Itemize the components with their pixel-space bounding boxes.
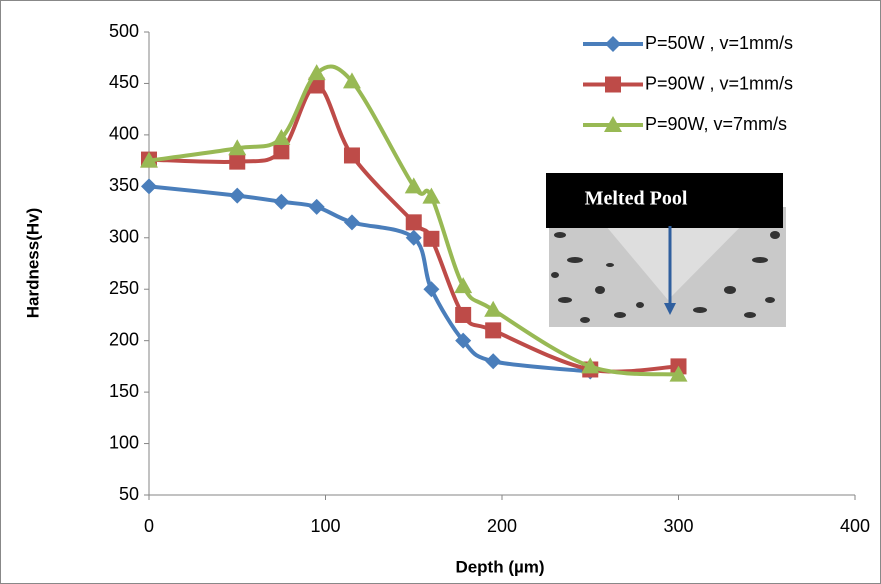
x-tick-label: 400 [840,516,870,536]
legend-label: P=90W, v=7mm/s [645,114,787,134]
marker [454,277,473,294]
legend-label: P=50W , v=1mm/s [645,33,793,53]
annotation: Melted Pool [585,188,688,210]
arrow-head [664,303,676,315]
legend-marker [604,116,622,132]
legend-label: P=90W , v=1mm/s [645,73,793,93]
y-tick-label: 150 [109,381,139,401]
y-tick-label: 400 [109,124,139,144]
marker [423,230,440,247]
y-tick-label: 50 [119,484,139,504]
marker [485,353,502,370]
legend-item: P=90W , v=1mm/s [583,73,793,93]
x-tick-label: 300 [663,516,693,536]
y-tick-label: 450 [109,72,139,92]
legend-marker [605,36,621,52]
marker [308,198,325,215]
marker [273,193,290,210]
legend-item: P=90W, v=7mm/s [583,114,787,134]
legend-item: P=50W , v=1mm/s [583,33,793,53]
x-tick-label: 200 [487,516,517,536]
y-tick-label: 100 [109,432,139,452]
y-tick-label: 250 [109,278,139,298]
pool-region [590,207,760,300]
marker [343,214,360,231]
label-box [546,173,783,228]
x-axis-title: Depth (µm) [455,557,544,576]
marker [273,143,290,160]
marker [404,177,423,194]
series [140,64,688,382]
marker [272,128,291,145]
marker [141,178,157,195]
y-tick-label: 200 [109,329,139,349]
marker [455,332,472,349]
marker [405,214,422,231]
y-tick-label: 350 [109,175,139,195]
marker [229,153,246,170]
inset-image: Melted Pool [546,173,786,327]
y-tick-label: 300 [109,227,139,247]
y-axis-title: Hardness(Hv) [23,208,42,319]
marker [140,151,158,168]
y-tick-label: 500 [109,21,139,41]
marker [229,187,246,204]
marker [455,306,472,323]
x-tick-label: 0 [144,516,154,536]
marker [423,281,440,298]
marker [228,139,247,156]
x-tick-label: 100 [310,516,340,536]
marker [307,64,326,81]
marker [422,187,441,204]
marker [343,147,360,164]
marker [342,72,361,89]
marker [581,357,600,374]
marker [484,300,503,317]
legend-marker [605,76,621,93]
marker [405,229,422,246]
series-line [148,184,591,374]
marker [669,365,688,382]
series [141,77,687,378]
marker [485,322,502,339]
texture [551,231,780,323]
